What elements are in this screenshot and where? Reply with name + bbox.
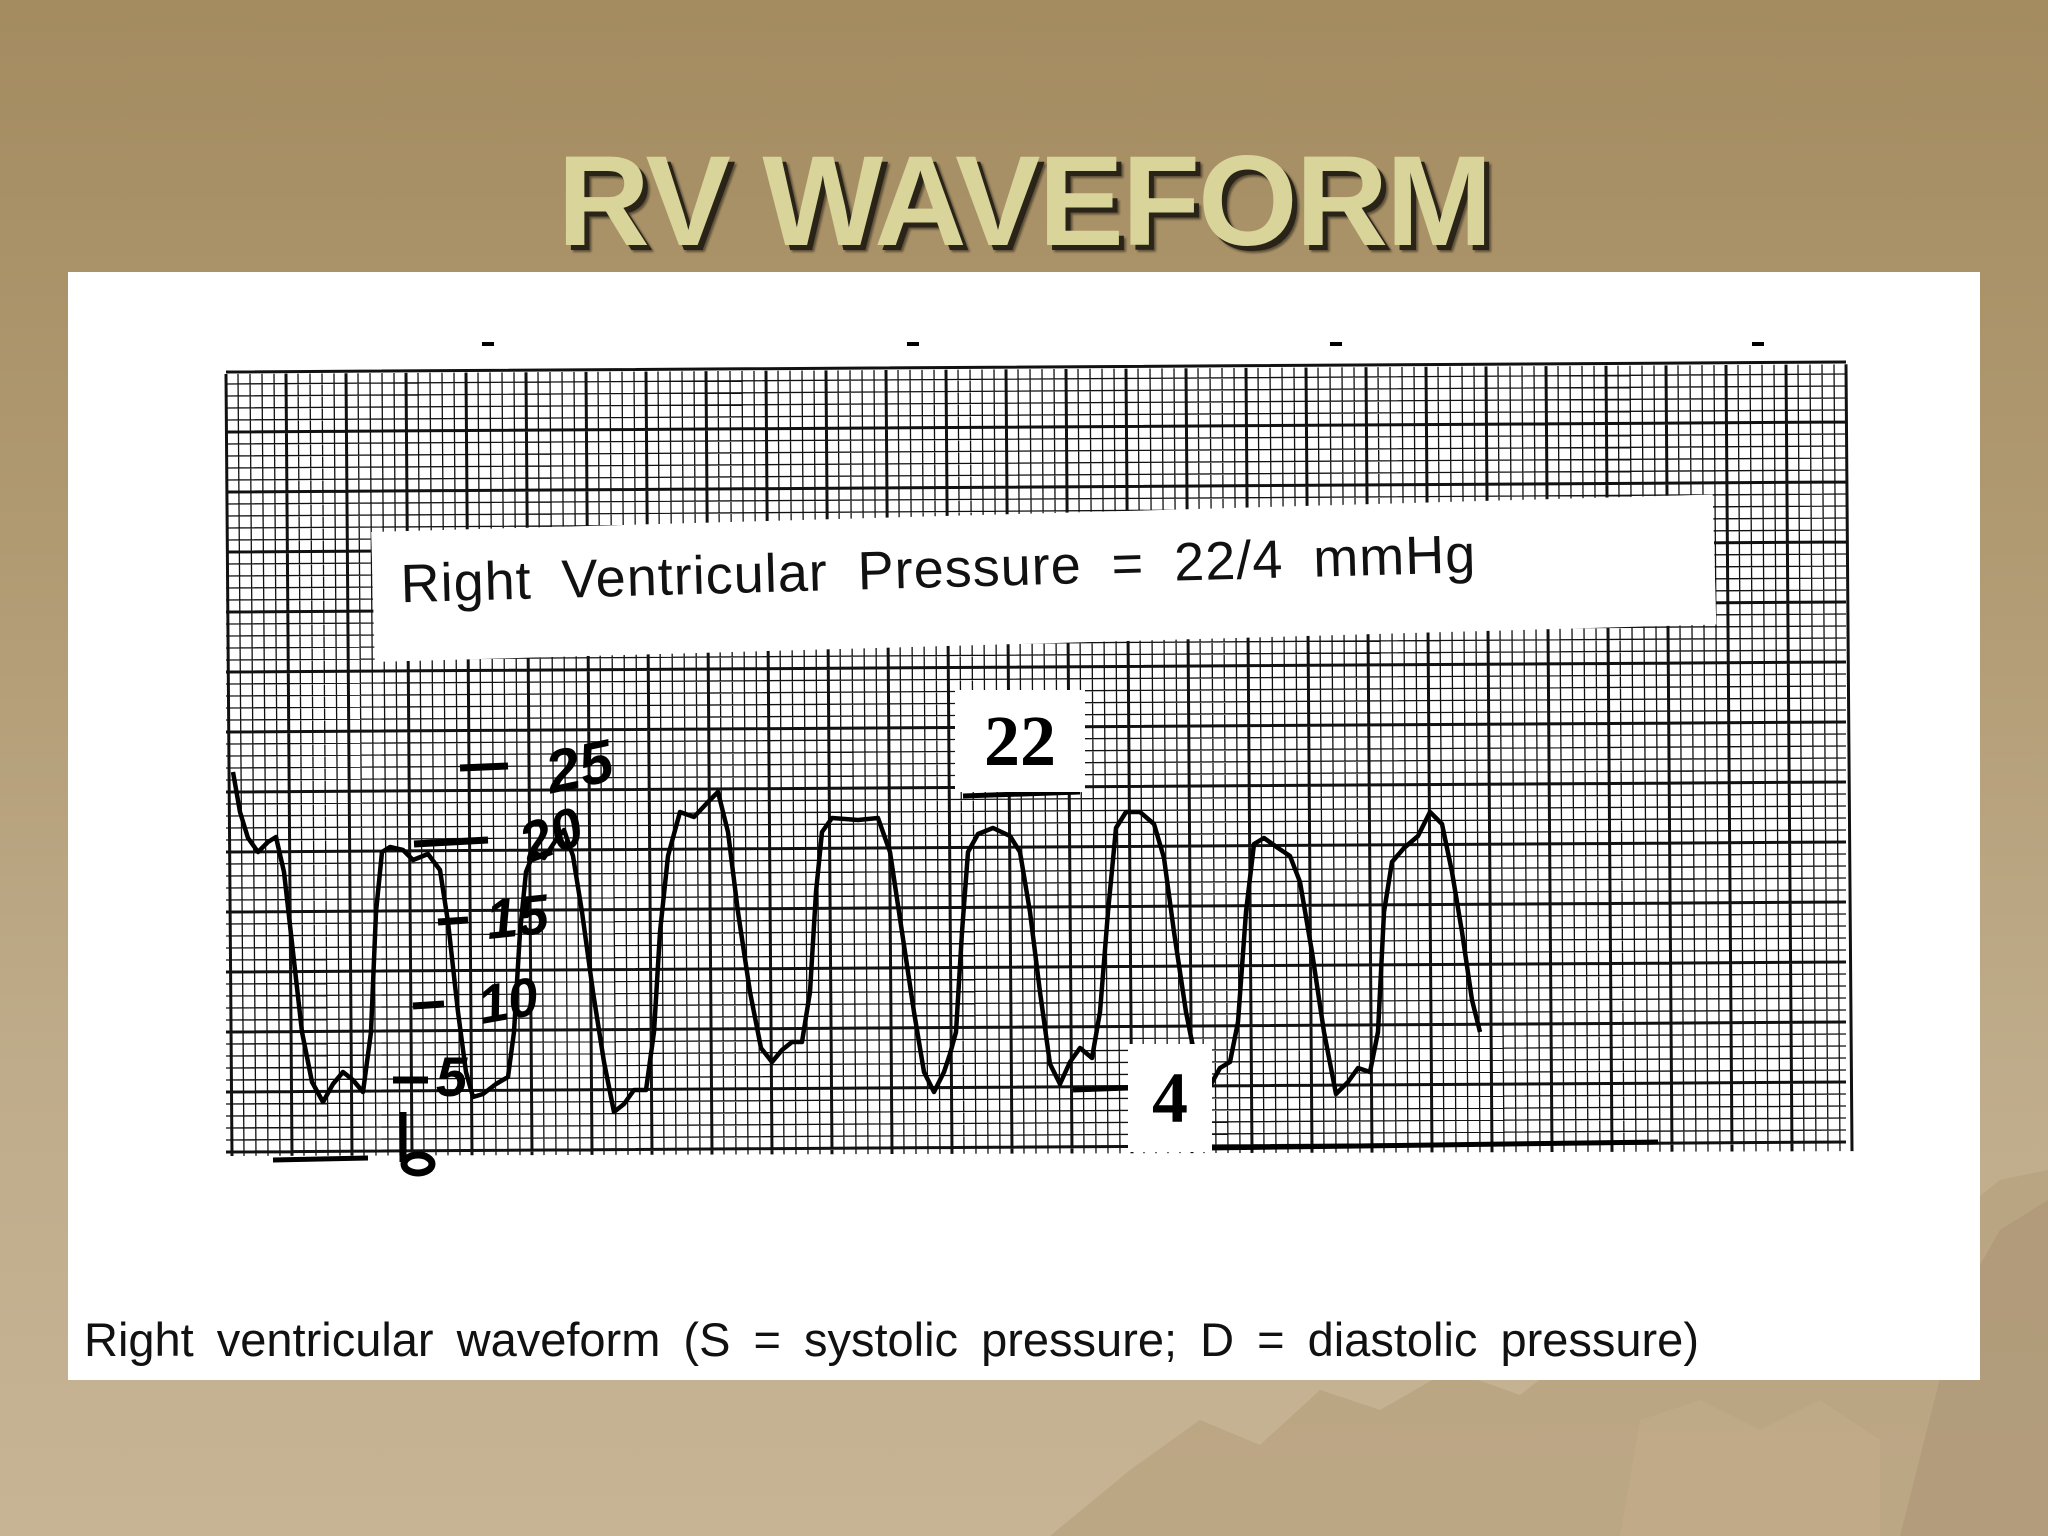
systolic-value-label: 22 bbox=[955, 690, 1085, 792]
systolic-marker-line bbox=[962, 789, 1081, 799]
zero-baseline bbox=[272, 1139, 1659, 1163]
scale-label-25: 25 bbox=[539, 726, 619, 807]
scale-label-10: 10 bbox=[473, 966, 543, 1036]
handwritten-scale-ticks bbox=[393, 762, 509, 1177]
diastolic-marker-line bbox=[1072, 1085, 1129, 1093]
figure-panel: Right Ventricular Pressure = 22/4 mmHg 2… bbox=[68, 272, 1980, 1380]
figure-caption: Right ventricular waveform (S = systolic… bbox=[84, 1313, 1699, 1366]
diastolic-value-label: 4 bbox=[1128, 1044, 1212, 1152]
pressure-trace bbox=[230, 771, 1483, 1115]
slide-title: RV WAVEFORM bbox=[557, 130, 1492, 273]
scale-label-15: 15 bbox=[482, 881, 552, 952]
pressure-header: Right Ventricular Pressure = 22/4 mmHg bbox=[399, 524, 1477, 615]
scale-label-5: 5 bbox=[436, 1045, 468, 1108]
ecg-strip bbox=[224, 342, 1854, 1177]
